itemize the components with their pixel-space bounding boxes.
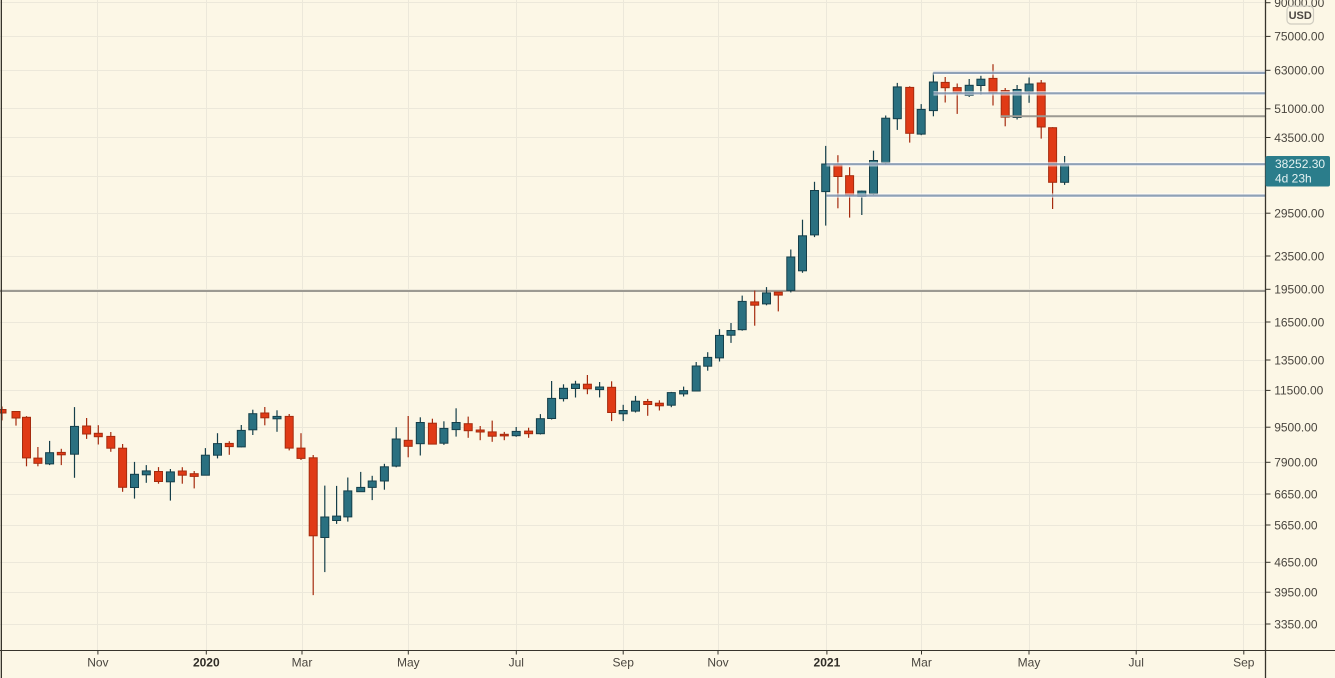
svg-text:38252.30: 38252.30 (1275, 157, 1325, 171)
svg-text:May: May (397, 656, 420, 670)
svg-text:Nov: Nov (87, 656, 108, 670)
svg-text:USD: USD (1289, 10, 1312, 22)
svg-text:43500.00: 43500.00 (1274, 131, 1324, 145)
svg-text:11500.00: 11500.00 (1274, 384, 1323, 398)
svg-text:3950.00: 3950.00 (1274, 586, 1318, 600)
svg-text:23500.00: 23500.00 (1274, 249, 1324, 263)
svg-text:13500.00: 13500.00 (1274, 353, 1324, 367)
svg-text:2021: 2021 (814, 656, 841, 670)
svg-text:Mar: Mar (292, 656, 313, 670)
svg-text:51000.00: 51000.00 (1274, 102, 1324, 116)
svg-text:Jul: Jul (509, 656, 524, 670)
svg-text:16500.00: 16500.00 (1274, 315, 1324, 329)
svg-text:Sep: Sep (613, 656, 635, 670)
svg-text:4d 23h: 4d 23h (1275, 172, 1312, 186)
svg-text:90000.00: 90000.00 (1274, 0, 1324, 10)
svg-text:Nov: Nov (707, 656, 728, 670)
svg-text:7900.00: 7900.00 (1274, 456, 1318, 470)
svg-text:3350.00: 3350.00 (1274, 617, 1318, 631)
svg-text:6650.00: 6650.00 (1274, 487, 1318, 501)
svg-text:Sep: Sep (1233, 656, 1255, 670)
svg-text:29500.00: 29500.00 (1274, 207, 1324, 221)
svg-text:9500.00: 9500.00 (1274, 421, 1318, 435)
svg-text:2020: 2020 (193, 656, 220, 670)
svg-text:75000.00: 75000.00 (1274, 30, 1324, 44)
svg-text:19500.00: 19500.00 (1274, 283, 1324, 297)
svg-text:63000.00: 63000.00 (1274, 64, 1324, 78)
svg-text:4650.00: 4650.00 (1274, 556, 1318, 570)
svg-text:Mar: Mar (911, 656, 932, 670)
svg-text:Jul: Jul (1129, 656, 1144, 670)
svg-text:5650.00: 5650.00 (1274, 518, 1318, 532)
svg-text:May: May (1018, 656, 1041, 670)
